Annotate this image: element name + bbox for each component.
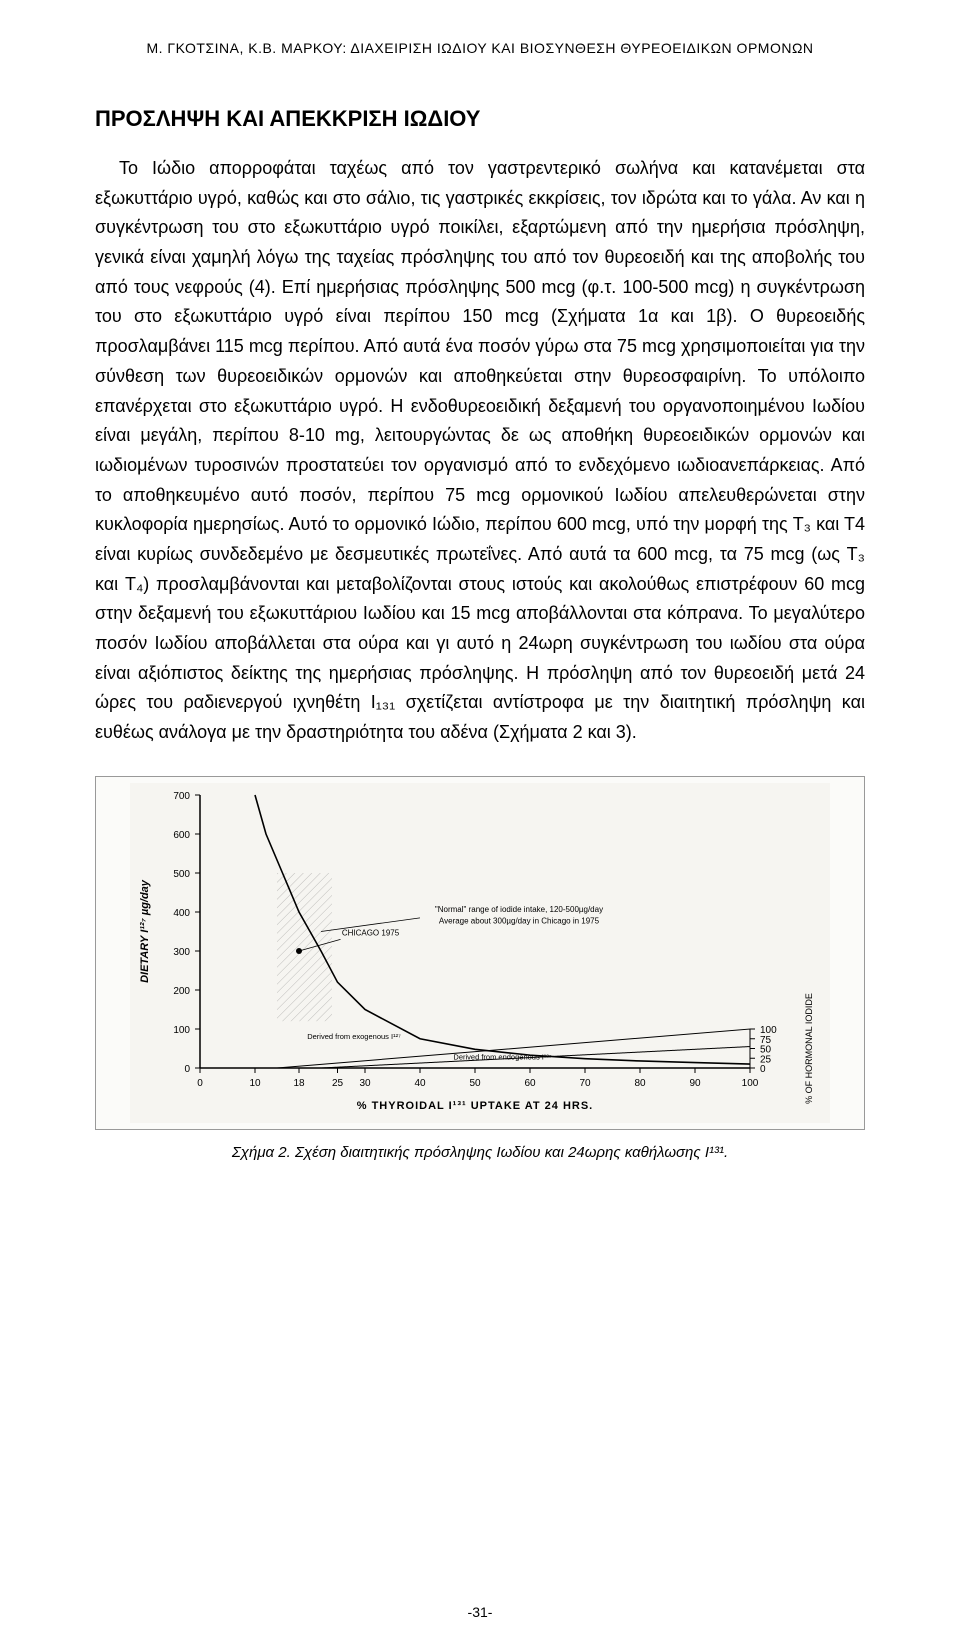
svg-text:"Normal" range of iodide intak: "Normal" range of iodide intake, 120-500… — [435, 905, 603, 914]
svg-text:% OF HORMONAL IODIDE: % OF HORMONAL IODIDE — [804, 993, 814, 1104]
section-title: ΠΡΟΣΛΗΨΗ ΚΑΙ ΑΠΕΚΚΡΙΣΗ ΙΩΔΙΟΥ — [95, 106, 865, 132]
svg-text:400: 400 — [173, 908, 190, 919]
svg-text:% THYROIDAL I¹³¹ UPTAKE AT 24: % THYROIDAL I¹³¹ UPTAKE AT 24 HRS. — [357, 1100, 594, 1112]
svg-text:300: 300 — [173, 947, 190, 958]
svg-text:0: 0 — [760, 1064, 766, 1075]
svg-text:25: 25 — [760, 1054, 772, 1065]
page-number: -31- — [0, 1604, 960, 1620]
figure-2-caption: Σχήμα 2. Σχέση διαιτητικής πρόσληψης Ιωδ… — [95, 1144, 865, 1161]
svg-text:100: 100 — [742, 1078, 759, 1089]
svg-text:70: 70 — [579, 1078, 591, 1089]
svg-text:0: 0 — [197, 1078, 203, 1089]
svg-text:DIETARY I¹²⁷ µg/day: DIETARY I¹²⁷ µg/day — [139, 879, 151, 983]
svg-text:18: 18 — [293, 1078, 305, 1089]
svg-text:200: 200 — [173, 986, 190, 997]
svg-text:600: 600 — [173, 830, 190, 841]
figure-2-chart: 0100200300400500600700010182530405060708… — [130, 783, 830, 1123]
svg-text:75: 75 — [760, 1035, 772, 1046]
svg-text:Derived from exogenous I¹²⁷: Derived from exogenous I¹²⁷ — [307, 1032, 401, 1041]
svg-text:80: 80 — [634, 1078, 646, 1089]
svg-text:25: 25 — [332, 1078, 344, 1089]
svg-text:CHICAGO 1975: CHICAGO 1975 — [342, 928, 400, 937]
figure-2-container: 0100200300400500600700010182530405060708… — [95, 776, 865, 1130]
body-text: Το Ιώδιο απορροφάται ταχέως από τον γαστ… — [95, 154, 865, 748]
body-paragraph: Το Ιώδιο απορροφάται ταχέως από τον γαστ… — [95, 154, 865, 748]
svg-text:50: 50 — [469, 1078, 481, 1089]
running-head: Μ. ΓΚΟΤΣΙΝΑ, Κ.Β. ΜΑΡΚΟΥ: ΔΙΑΧΕΙΡΙΣΗ ΙΩΔ… — [95, 40, 865, 56]
svg-text:30: 30 — [359, 1078, 371, 1089]
svg-text:Average about 300µg/day in Chi: Average about 300µg/day in Chicago in 19… — [439, 916, 600, 925]
svg-text:90: 90 — [689, 1078, 701, 1089]
svg-text:500: 500 — [173, 869, 190, 880]
svg-text:100: 100 — [760, 1025, 777, 1036]
svg-text:0: 0 — [184, 1064, 190, 1075]
svg-text:Derived from endogenous I¹²⁷: Derived from endogenous I¹²⁷ — [453, 1052, 551, 1061]
svg-text:40: 40 — [414, 1078, 426, 1089]
svg-text:700: 700 — [173, 791, 190, 802]
svg-text:50: 50 — [760, 1044, 772, 1055]
svg-text:100: 100 — [173, 1025, 190, 1036]
svg-text:60: 60 — [524, 1078, 536, 1089]
svg-text:10: 10 — [249, 1078, 261, 1089]
